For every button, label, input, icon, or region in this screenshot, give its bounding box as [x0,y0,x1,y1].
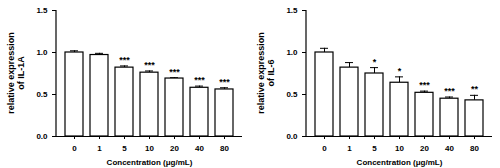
svg-text:20: 20 [420,144,429,153]
svg-text:***: *** [194,75,205,85]
svg-text:1: 1 [97,144,102,153]
svg-text:20: 20 [170,144,179,153]
svg-text:1.0: 1.0 [286,48,298,57]
svg-text:1.5: 1.5 [36,6,48,15]
svg-text:5: 5 [372,144,377,153]
svg-text:1: 1 [347,144,352,153]
svg-text:***: *** [144,60,155,70]
svg-text:40: 40 [195,144,204,153]
svg-text:10: 10 [145,144,154,153]
svg-text:***: *** [119,55,130,65]
svg-text:0: 0 [72,144,77,153]
svg-text:1.5: 1.5 [286,6,298,15]
svg-text:1.0: 1.0 [36,48,48,57]
svg-text:80: 80 [220,144,229,153]
svg-text:40: 40 [445,144,454,153]
svg-text:relative expressionof IL-1A: relative expressionof IL-1A [6,32,26,114]
svg-text:*: * [373,57,377,67]
svg-text:10: 10 [395,144,404,153]
svg-text:***: *** [419,80,430,90]
svg-text:0.5: 0.5 [36,90,48,99]
svg-text:0: 0 [322,144,327,153]
svg-text:5: 5 [122,144,127,153]
svg-text:***: *** [219,77,230,87]
svg-text:Concentration (μg/mL): Concentration (μg/mL) [107,158,193,167]
svg-text:*: * [398,66,402,76]
svg-text:0.5: 0.5 [286,90,298,99]
svg-text:**: ** [471,84,479,94]
svg-text:***: *** [444,86,455,96]
svg-text:80: 80 [470,144,479,153]
svg-text:0.0: 0.0 [286,132,298,141]
svg-text:0.0: 0.0 [36,132,48,141]
svg-text:relative expressionof IL-6: relative expressionof IL-6 [256,32,276,114]
svg-text:***: *** [169,67,180,77]
svg-text:Concentration (μg/mL): Concentration (μg/mL) [357,158,443,167]
